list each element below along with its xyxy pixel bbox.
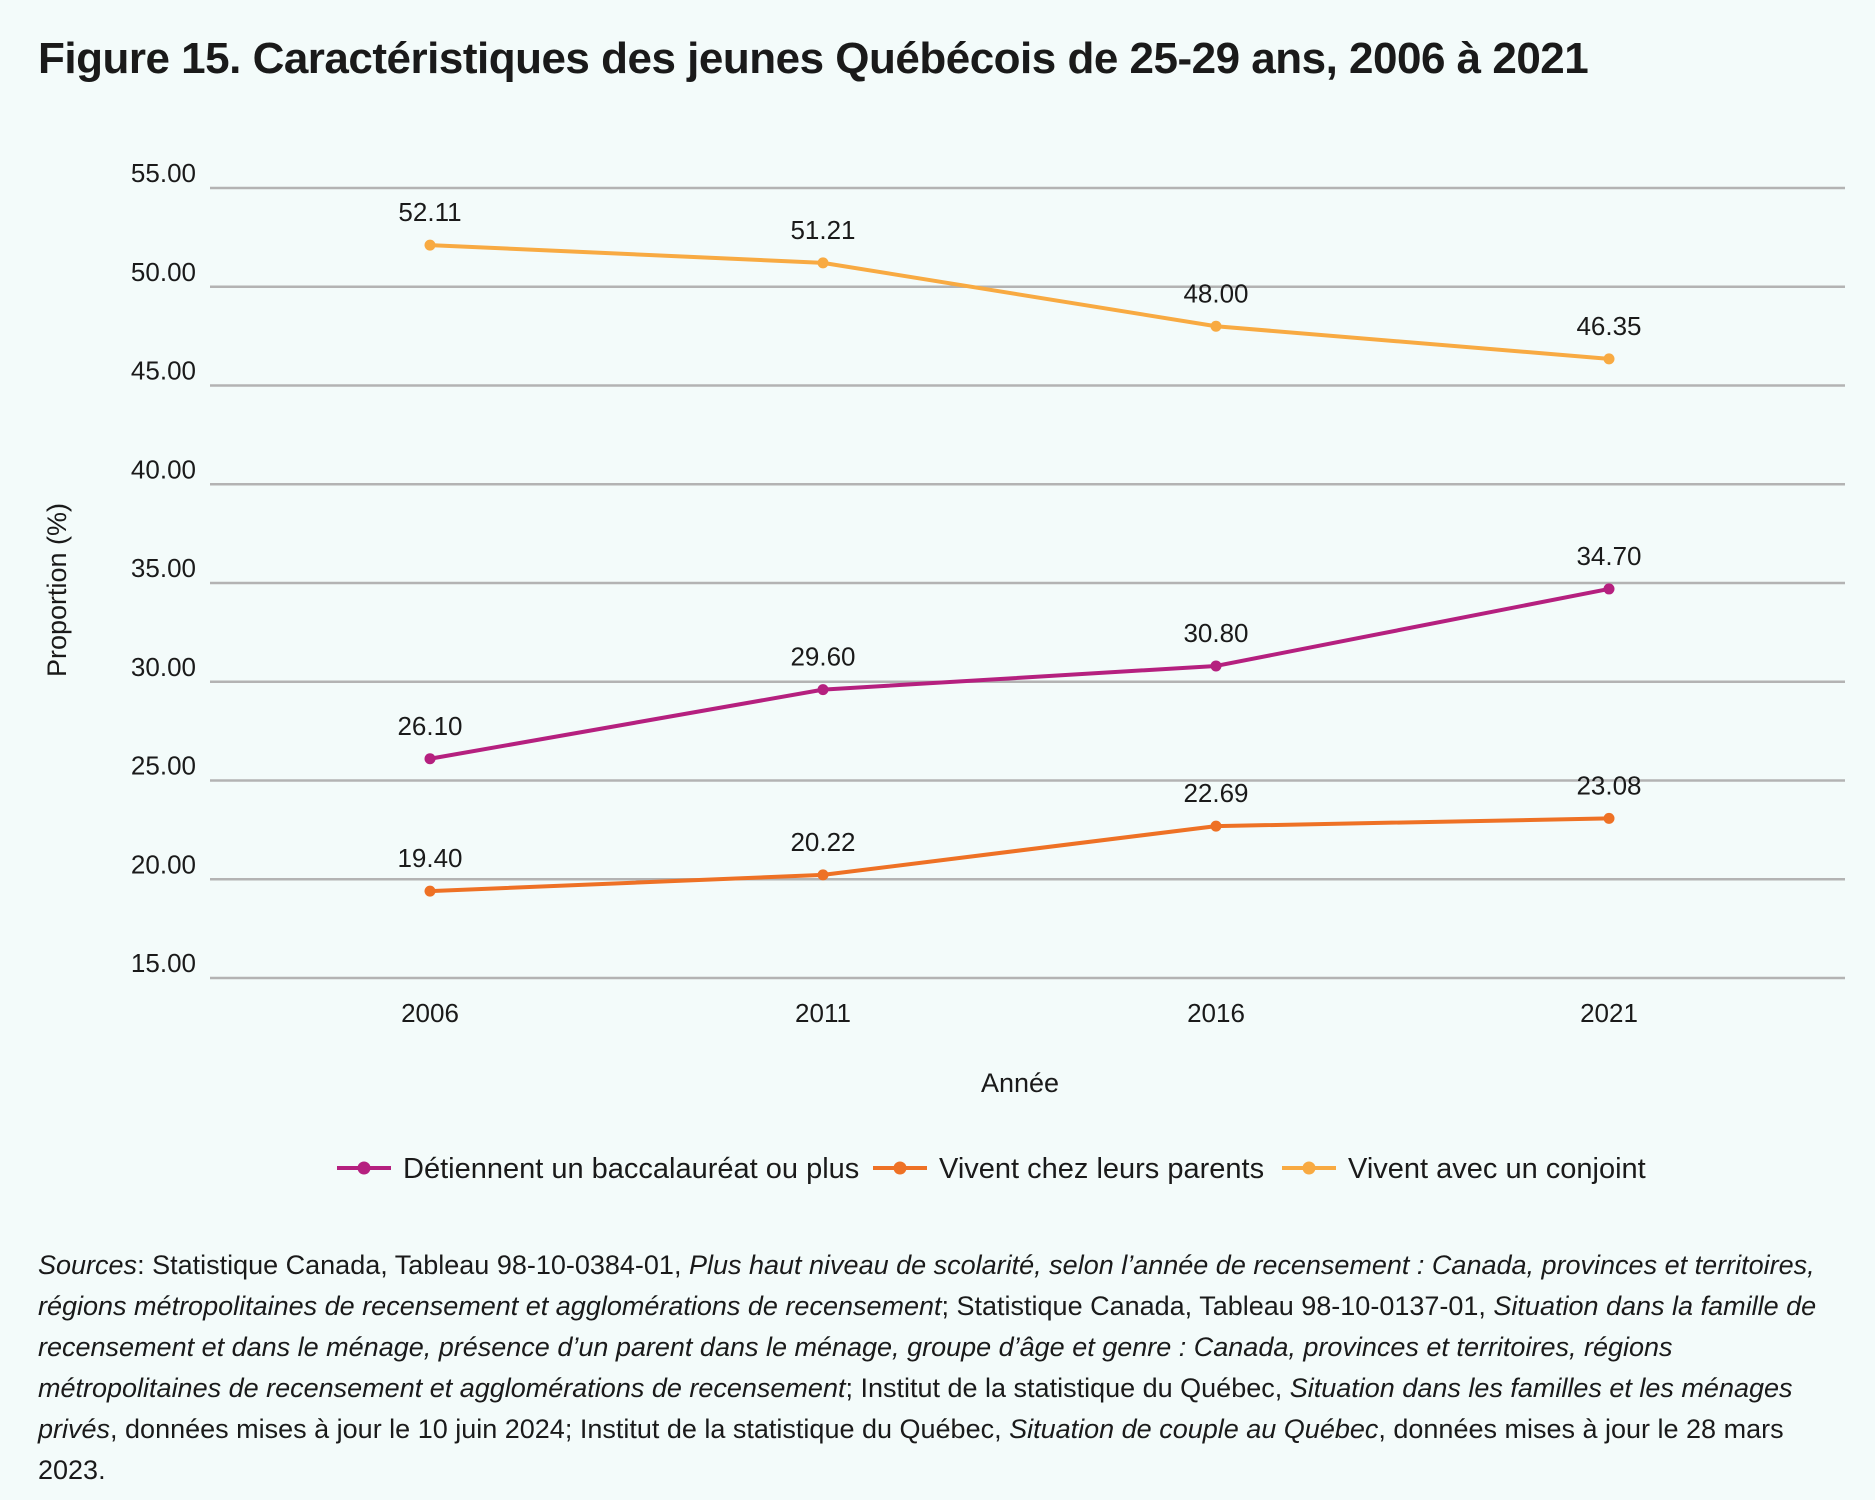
sources-run: Situation dans les familles et les ménag… <box>38 1373 1793 1444</box>
data-label: 34.70 <box>1576 541 1641 571</box>
data-point <box>424 885 436 897</box>
series-line <box>429 816 1610 894</box>
y-tick-label: 20.00 <box>131 849 196 879</box>
line-chart: 15.00 20.00 25.00 30.00 35.00 40.00 45.00 50.00… <box>42 158 1845 1185</box>
data-label: 51.21 <box>790 215 855 245</box>
y-tick-label: 25.00 <box>131 751 196 781</box>
data-label: 26.10 <box>397 711 462 741</box>
x-tick-label: 2016 <box>1187 998 1245 1028</box>
x-axis-label: Année <box>981 1068 1059 1098</box>
data-point <box>817 257 829 269</box>
data-label: 29.60 <box>790 642 855 672</box>
legend-marker <box>893 1161 907 1175</box>
sources-run: , données mises à jour le 28 mars 2023. <box>38 1414 1784 1485</box>
sources-run: Situation dans la famille de recensement… <box>38 1291 1817 1403</box>
data-point <box>817 684 829 696</box>
data-label: 46.35 <box>1576 311 1641 341</box>
data-label: 52.11 <box>398 197 461 227</box>
sources-run: , données mises à jour le 10 juin 2024; … <box>110 1414 1010 1444</box>
y-tick-label: 45.00 <box>131 356 196 386</box>
data-point <box>1210 320 1222 332</box>
data-point <box>1603 583 1615 595</box>
gridlines <box>210 186 1845 980</box>
series-group: 26.10 29.60 30.80 34.70 19.40 20.22 22.69 23.08… <box>397 197 1642 897</box>
data-label: 23.08 <box>1576 770 1641 800</box>
data-label: 30.80 <box>1183 618 1248 648</box>
x-axis-tick-labels: 2006 2011 2016 2021 <box>401 998 1638 1028</box>
data-point <box>1210 820 1222 832</box>
chart-title: Figure 15. Caractéristiques des jeunes Q… <box>38 34 1589 83</box>
data-point <box>1603 812 1615 824</box>
sources-run: ; Statistique Canada, Tableau 98-10-0137… <box>941 1291 1494 1321</box>
y-tick-label: 35.00 <box>131 553 196 583</box>
x-tick-label: 2006 <box>401 998 459 1028</box>
data-point <box>1603 353 1615 365</box>
y-tick-label: 15.00 <box>131 948 196 978</box>
legend-marker <box>357 1161 371 1175</box>
legend-label: Vivent chez leurs parents <box>939 1153 1264 1185</box>
sources-note: Sources: Statistique Canada, Tableau 98-… <box>38 1245 1838 1491</box>
sources-run: ; Institut de la statistique du Québec, <box>845 1373 1290 1403</box>
y-tick-label: 30.00 <box>131 652 196 682</box>
sources-run: : Statistique Canada, Tableau 98-10-0384… <box>137 1250 689 1280</box>
y-tick-label: 50.00 <box>131 257 196 287</box>
x-tick-label: 2011 <box>795 998 851 1028</box>
legend: Détiennent un baccalauréat ou plus Vivent… <box>337 1153 1646 1185</box>
data-label: 22.69 <box>1183 778 1248 808</box>
y-axis-label: Proportion (%) <box>42 503 72 677</box>
data-point <box>424 753 436 765</box>
legend-marker <box>1302 1161 1316 1175</box>
x-tick-label: 2021 <box>1580 998 1638 1028</box>
series-line <box>429 586 1610 761</box>
legend-label: Vivent avec un conjoint <box>1348 1153 1646 1185</box>
sources-run: Plus haut niveau de scolarité, selon l’a… <box>38 1250 1815 1321</box>
data-label: 48.00 <box>1183 278 1248 308</box>
data-label: 19.40 <box>397 843 462 873</box>
data-point <box>424 239 436 251</box>
data-label: 20.22 <box>790 827 855 857</box>
sources-run: Sources <box>38 1250 138 1280</box>
y-tick-label: 40.00 <box>131 454 196 484</box>
data-point <box>1210 660 1222 672</box>
y-tick-label: 55.00 <box>131 158 196 188</box>
sources-run: Situation de couple au Québec <box>1009 1414 1379 1444</box>
y-axis-tick-labels: 15.00 20.00 25.00 30.00 35.00 40.00 45.00 50.00… <box>131 158 196 978</box>
data-point <box>817 869 829 881</box>
legend-label: Détiennent un baccalauréat ou plus <box>403 1153 859 1185</box>
series-line <box>429 243 1610 361</box>
